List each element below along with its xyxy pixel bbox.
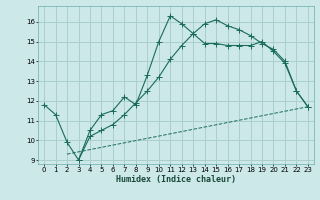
X-axis label: Humidex (Indice chaleur): Humidex (Indice chaleur)	[116, 175, 236, 184]
